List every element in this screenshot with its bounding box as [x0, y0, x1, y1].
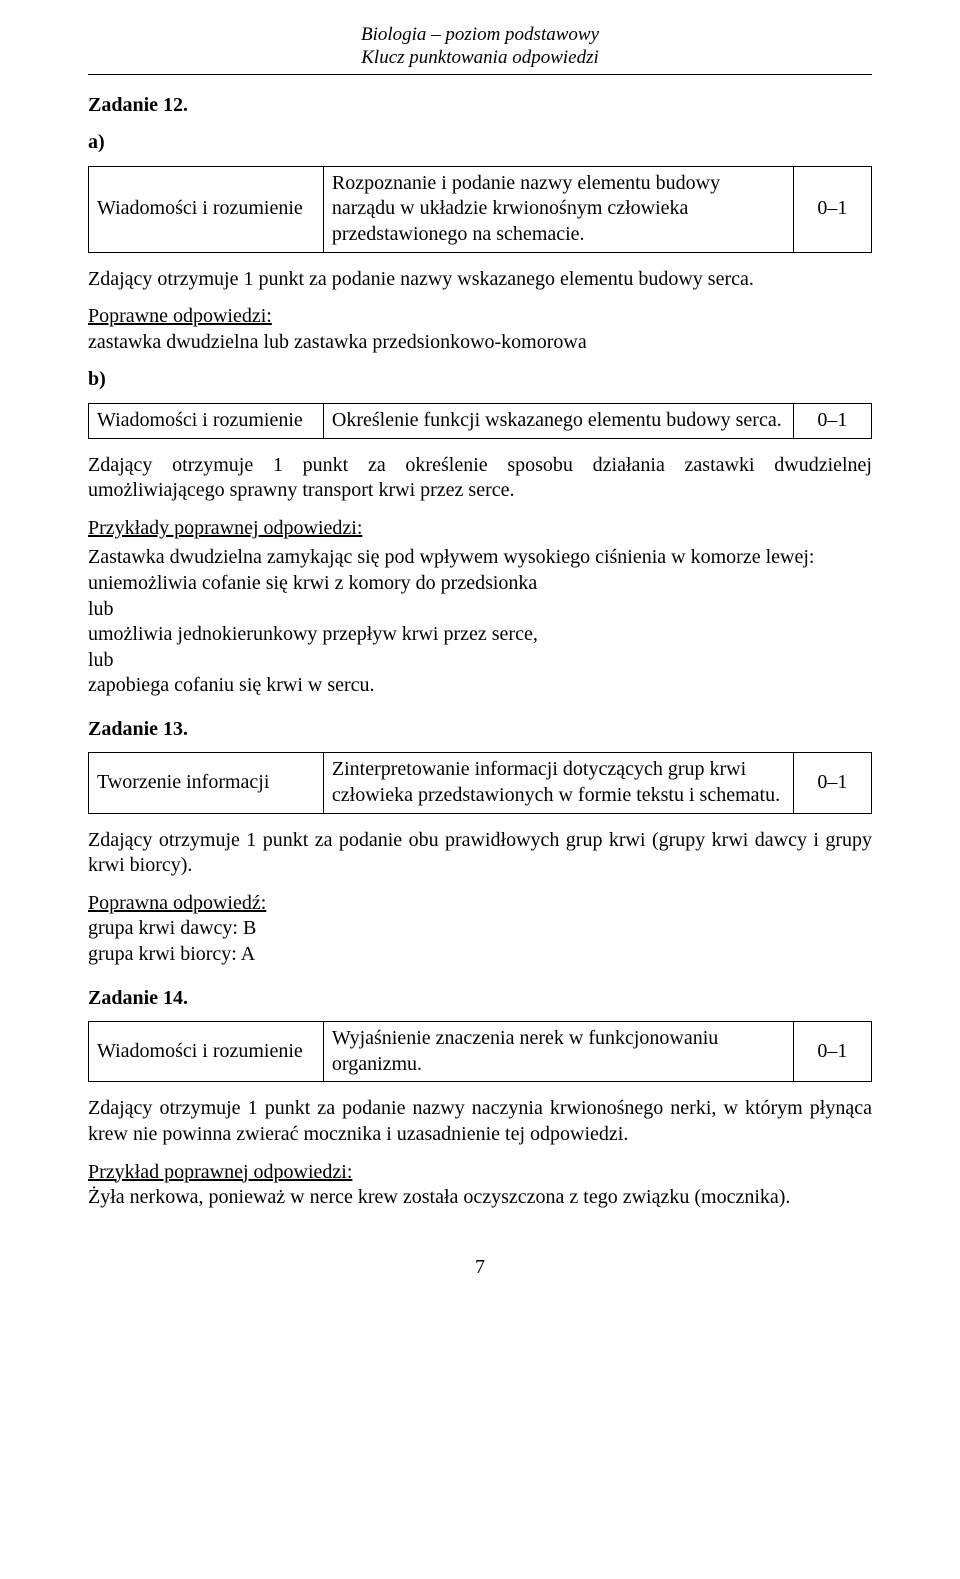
page-number: 7: [88, 1255, 872, 1281]
task-13-answer-line: grupa krwi biorcy: A: [88, 943, 255, 965]
cell-description: Rozpoznanie i podanie nazwy elementu bud…: [323, 166, 793, 252]
task-12a-label: a): [88, 130, 872, 156]
example-line: zapobiega cofaniu się krwi w sercu.: [88, 674, 375, 696]
header-line-1: Biologia – poziom podstawowy: [88, 24, 872, 47]
table-row: Wiadomości i rozumienie Rozpoznanie i po…: [89, 166, 872, 252]
cell-category: Wiadomości i rozumienie: [89, 166, 324, 252]
task-12a-table: Wiadomości i rozumienie Rozpoznanie i po…: [88, 166, 872, 253]
task-12b-example-label-block: Przykłady poprawnej odpowiedzi:: [88, 516, 872, 542]
cell-score: 0–1: [793, 1022, 871, 1082]
cell-description: Określenie funkcji wskazanego elementu b…: [323, 403, 793, 438]
example-line: uniemożliwia cofanie się krwi z komory d…: [88, 572, 537, 594]
cell-description: Wyjaśnienie znaczenia nerek w funkcjonow…: [323, 1022, 793, 1082]
cell-score: 0–1: [793, 403, 871, 438]
correct-answer-label: Poprawna odpowiedź:: [88, 892, 266, 914]
task-13-scoring: Zdający otrzymuje 1 punkt za podanie obu…: [88, 828, 872, 879]
header-line-2: Klucz punktowania odpowiedzi: [88, 47, 872, 70]
task-12b-table: Wiadomości i rozumienie Określenie funkc…: [88, 403, 872, 439]
cell-description: Zinterpretowanie informacji dotyczących …: [323, 753, 793, 813]
header-rule: [88, 74, 872, 75]
task-12b-scoring: Zdający otrzymuje 1 punkt za określenie …: [88, 453, 872, 504]
example-line: lub: [88, 649, 114, 671]
cell-score: 0–1: [793, 166, 871, 252]
table-row: Tworzenie informacji Zinterpretowanie in…: [89, 753, 872, 813]
cell-category: Wiadomości i rozumienie: [89, 403, 324, 438]
example-line: lub: [88, 598, 114, 620]
examples-label: Przykłady poprawnej odpowiedzi:: [88, 517, 362, 539]
cell-score: 0–1: [793, 753, 871, 813]
task-13-heading: Zadanie 13.: [88, 717, 872, 743]
task-14-example-block: Przykład poprawnej odpowiedzi: Żyła nerk…: [88, 1160, 872, 1211]
task-14-table: Wiadomości i rozumienie Wyjaśnienie znac…: [88, 1021, 872, 1082]
table-row: Wiadomości i rozumienie Określenie funkc…: [89, 403, 872, 438]
task-12a-answer-text: zastawka dwudzielna lub zastawka przedsi…: [88, 331, 587, 353]
page-header: Biologia – poziom podstawowy Klucz punkt…: [88, 24, 872, 70]
example-line: Zastawka dwudzielna zamykając się pod wp…: [88, 546, 814, 568]
table-row: Wiadomości i rozumienie Wyjaśnienie znac…: [89, 1022, 872, 1082]
cell-category: Wiadomości i rozumienie: [89, 1022, 324, 1082]
task-12a-scoring: Zdający otrzymuje 1 punkt za podanie naz…: [88, 267, 872, 293]
task-12b-example-lines: Zastawka dwudzielna zamykając się pod wp…: [88, 545, 872, 699]
task-14-heading: Zadanie 14.: [88, 986, 872, 1012]
task-12-heading: Zadanie 12.: [88, 93, 872, 119]
task-13-table: Tworzenie informacji Zinterpretowanie in…: [88, 752, 872, 813]
task-12a-answer-block: Poprawne odpowiedzi: zastawka dwudzielna…: [88, 304, 872, 355]
document-page: Biologia – poziom podstawowy Klucz punkt…: [0, 0, 960, 1340]
example-line: umożliwia jednokierunkowy przepływ krwi …: [88, 623, 538, 645]
task-14-example-text: Żyła nerkowa, ponieważ w nerce krew zost…: [88, 1186, 790, 1208]
example-label: Przykład poprawnej odpowiedzi:: [88, 1161, 352, 1183]
cell-category: Tworzenie informacji: [89, 753, 324, 813]
task-13-answer-block: Poprawna odpowiedź: grupa krwi dawcy: B …: [88, 891, 872, 968]
task-12b-label: b): [88, 367, 872, 393]
correct-answers-label: Poprawne odpowiedzi:: [88, 305, 272, 327]
task-13-answer-line: grupa krwi dawcy: B: [88, 917, 256, 939]
task-14-scoring: Zdający otrzymuje 1 punkt za podanie naz…: [88, 1096, 872, 1147]
